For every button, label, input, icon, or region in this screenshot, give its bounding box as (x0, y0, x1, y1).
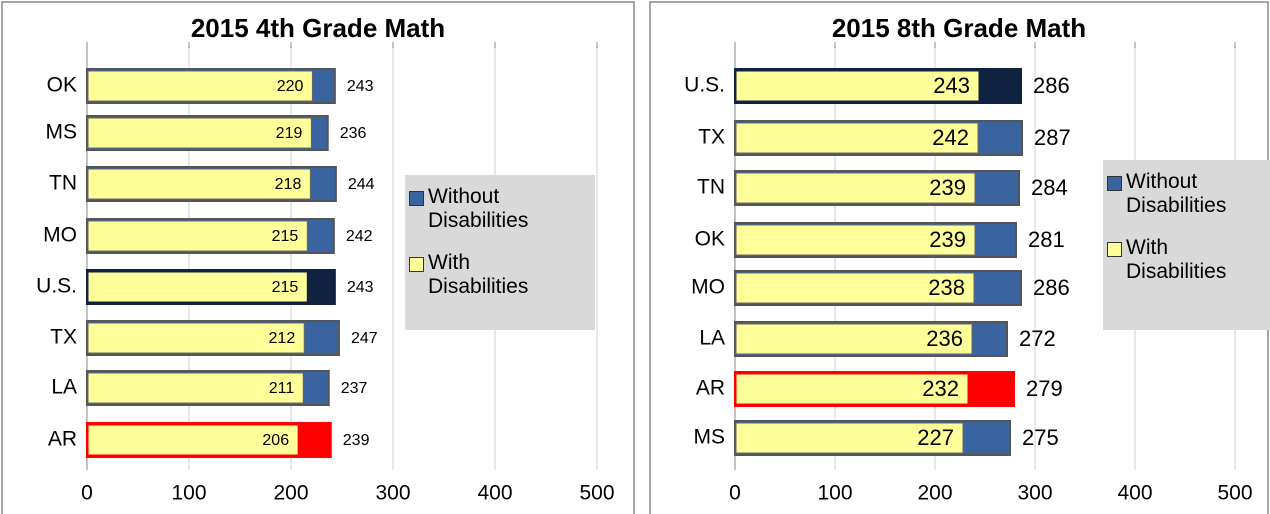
value-label: 275 (1022, 425, 1059, 450)
chart-title: 2015 4th Grade Math (191, 13, 445, 43)
bar-with (735, 373, 969, 405)
value-label: 239 (343, 432, 370, 449)
category-label: LA (51, 376, 77, 399)
x-tick-label: 400 (1117, 482, 1152, 505)
value-label: 238 (928, 275, 965, 300)
category-label: MO (691, 276, 725, 299)
value-label: 220 (277, 78, 304, 95)
value-label: 242 (346, 228, 373, 245)
x-tick-label: 0 (81, 482, 93, 505)
legend-label: Without Disabilities (1126, 170, 1227, 218)
category-label: MS (46, 121, 78, 144)
legend-item: With Disabilities (1107, 236, 1266, 284)
x-tick-label: 500 (579, 482, 614, 505)
legend-swatch (409, 191, 424, 206)
value-label: 227 (917, 425, 954, 450)
value-label: 286 (1033, 73, 1070, 98)
x-tick-label: 100 (171, 482, 206, 505)
value-label: 244 (348, 176, 375, 193)
x-tick-label: 100 (817, 482, 852, 505)
category-label: TN (49, 172, 77, 195)
x-tick-label: 500 (1217, 482, 1252, 505)
value-label: 286 (1033, 275, 1070, 300)
bar-with (87, 220, 308, 252)
x-tick-label: 0 (729, 482, 741, 505)
x-tick-label: 400 (477, 482, 512, 505)
value-label: 239 (929, 227, 966, 252)
legend-item: Without Disabilities (409, 185, 591, 233)
category-label: AR (696, 377, 725, 400)
value-label: 242 (932, 125, 969, 150)
category-label: OK (695, 228, 725, 251)
value-label: 211 (269, 380, 295, 397)
category-label: TN (697, 176, 725, 199)
value-label: 287 (1034, 125, 1071, 150)
value-label: 206 (262, 432, 289, 449)
bar-with (87, 168, 311, 200)
legend: Without Disabilities With Disabilities (405, 175, 595, 330)
bar-with (87, 322, 305, 354)
category-label: TX (698, 126, 725, 149)
value-label: 236 (926, 326, 963, 351)
category-label: TX (50, 326, 77, 349)
bar-with (735, 323, 973, 355)
bar-with (87, 117, 312, 149)
legend-swatch (409, 257, 424, 273)
chart-title: 2015 8th Grade Math (832, 13, 1086, 43)
legend: Without Disabilities With Disabilities (1103, 160, 1270, 330)
value-label: 218 (275, 176, 302, 193)
value-label: 212 (269, 330, 296, 347)
value-label: 247 (351, 330, 378, 347)
bar-with (87, 70, 313, 102)
category-label: U.S. (684, 74, 725, 97)
value-label: 243 (347, 78, 374, 95)
category-label: AR (48, 428, 77, 451)
value-label: 281 (1028, 227, 1065, 252)
bar-with (87, 271, 308, 303)
category-label: OK (47, 74, 77, 97)
category-label: MS (694, 426, 726, 449)
value-label: 272 (1019, 326, 1056, 351)
value-label: 215 (272, 279, 299, 296)
legend-label: Without Disabilities (428, 185, 529, 233)
category-label: U.S. (36, 275, 77, 298)
value-label: 284 (1031, 175, 1068, 200)
value-label: 237 (341, 380, 368, 397)
value-label: 232 (922, 376, 959, 401)
bar-with (735, 272, 975, 304)
x-tick-label: 300 (375, 482, 410, 505)
x-tick-label: 200 (273, 482, 308, 505)
bar-with (87, 424, 299, 456)
legend-swatch (1107, 176, 1122, 191)
x-tick-label: 200 (917, 482, 952, 505)
legend-item: With Disabilities (409, 251, 591, 299)
x-tick-label: 300 (1017, 482, 1052, 505)
bar-with (735, 70, 980, 102)
value-label: 279 (1026, 376, 1063, 401)
bar-with (735, 422, 964, 454)
bar-with (87, 372, 304, 404)
value-label: 243 (347, 279, 374, 296)
category-label: MO (43, 224, 77, 247)
category-label: LA (699, 327, 725, 350)
value-label: 239 (929, 175, 966, 200)
value-label: 236 (340, 125, 367, 142)
legend-label: With Disabilities (428, 251, 529, 299)
value-label: 215 (272, 228, 299, 245)
value-label: 243 (933, 73, 970, 98)
legend-item: Without Disabilities (1107, 170, 1266, 218)
bar-with (735, 122, 979, 154)
legend-swatch (1107, 242, 1122, 258)
bar-with (735, 224, 976, 256)
value-label: 219 (276, 125, 303, 142)
legend-label: With Disabilities (1126, 236, 1227, 284)
bar-with (735, 172, 976, 204)
